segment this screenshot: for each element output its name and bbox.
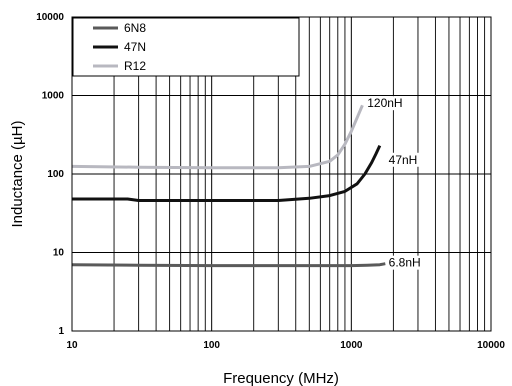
legend-label-6n8: 6N8 (124, 21, 146, 35)
annotations: 120nH 47nH 6.8nH (365, 96, 427, 270)
series-lines (71, 104, 386, 268)
plot-frame (71, 16, 492, 332)
x-tick-label: 100 (203, 340, 220, 351)
series-line-47n (72, 144, 382, 202)
x-axis-label: Frequency (MHz) (223, 370, 339, 386)
x-tick-label: 10 (66, 340, 78, 351)
annotation-label: 120nH (367, 96, 402, 110)
annotation-label: 6.8nH (389, 256, 421, 270)
annotation-backing (386, 255, 427, 270)
x-tick-label: 1000 (340, 340, 363, 351)
legend: 6N8 47N R12 (72, 17, 300, 77)
annotation-backing (386, 152, 427, 167)
y-tick-label: 100 (47, 169, 64, 180)
y-tick-label: 10 (53, 248, 65, 259)
y-tick-label: 1 (58, 326, 64, 337)
y-axis-label: Inductance (µH) (9, 120, 26, 227)
legend-label-r12: R12 (124, 59, 146, 73)
y-tick-label: 1000 (42, 91, 65, 102)
y-tick-label: 10000 (36, 12, 64, 23)
legend-label-47n: 47N (124, 40, 146, 54)
series-line-6n8 (71, 262, 386, 268)
annotation-label: 47nH (389, 153, 418, 167)
annotation-backing (365, 96, 406, 111)
series-line-r12 (71, 104, 364, 170)
x-tick-label: 10000 (477, 340, 505, 351)
